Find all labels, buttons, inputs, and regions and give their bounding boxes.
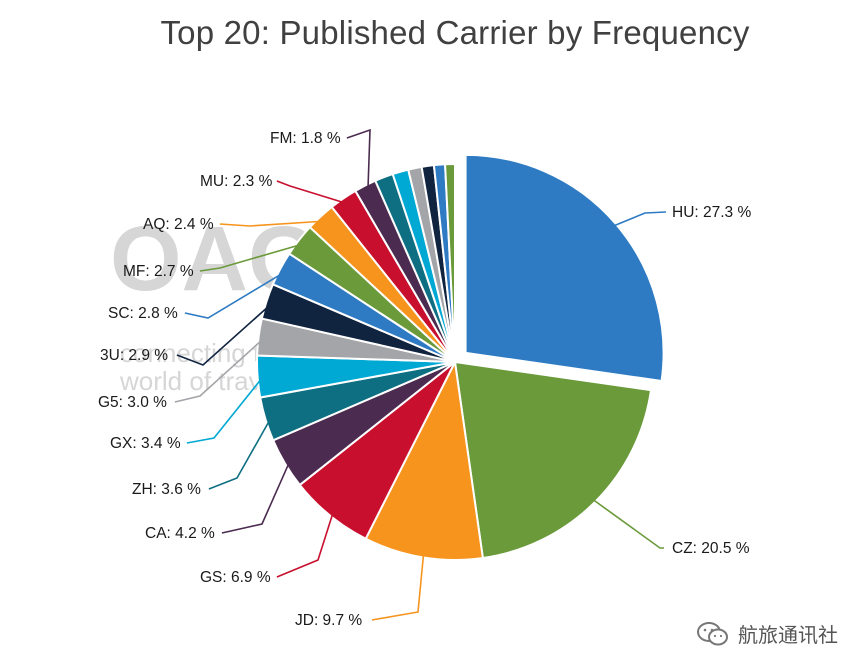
leader-line (176, 302, 273, 366)
pie-slice (444, 162, 456, 363)
leader-line (610, 211, 667, 228)
slice-label: AQ: 2.4 % (143, 216, 214, 233)
slice-label: ZH: 3.6 % (132, 481, 201, 498)
leader-line (184, 270, 287, 319)
slice-label: FM: 1.8 % (270, 130, 341, 147)
leader-line (221, 460, 291, 534)
leader-line (590, 497, 664, 549)
footer-watermark: 航旅通讯社 (696, 619, 838, 648)
leader-line (199, 242, 304, 272)
slice-label: MF: 2.7 % (123, 263, 194, 280)
slice-label: CZ: 20.5 % (672, 540, 750, 557)
slice-labels: HU: 27.3 % CZ: 20.5 % JD: 9.7 % GS: 6.9 % CA… (98, 130, 751, 629)
slice-label: 3U: 2.9 % (100, 347, 168, 364)
wechat-icon (697, 621, 728, 645)
slice-label: G5: 3.0 % (98, 394, 167, 411)
pie-slice (464, 153, 665, 383)
slice-label: HU: 27.3 % (672, 204, 751, 221)
leader-line (208, 417, 272, 490)
leader-line (276, 510, 335, 578)
watermark-tagline-2: world of travel (119, 366, 282, 396)
footer-text: 航旅通讯社 (738, 625, 838, 647)
slice-label: SC: 2.8 % (108, 305, 178, 322)
pie-slice (453, 360, 653, 560)
slice-label: MU: 2.3 % (200, 173, 273, 190)
slice-label: CA: 4.2 % (145, 525, 215, 542)
leader-line (346, 128, 371, 191)
leader-line (371, 551, 425, 621)
leader-line (186, 375, 265, 444)
leader-line (276, 180, 347, 205)
leader-line (174, 337, 266, 403)
slice-label: JD: 9.7 % (295, 612, 362, 629)
leader-line (219, 220, 325, 227)
pie-slices (256, 153, 665, 561)
slice-label: GS: 6.9 % (200, 569, 271, 586)
chart-title: Top 20: Published Carrier by Frequency (160, 14, 750, 51)
slice-label: GX: 3.4 % (110, 435, 181, 452)
leader-lines (174, 128, 667, 621)
